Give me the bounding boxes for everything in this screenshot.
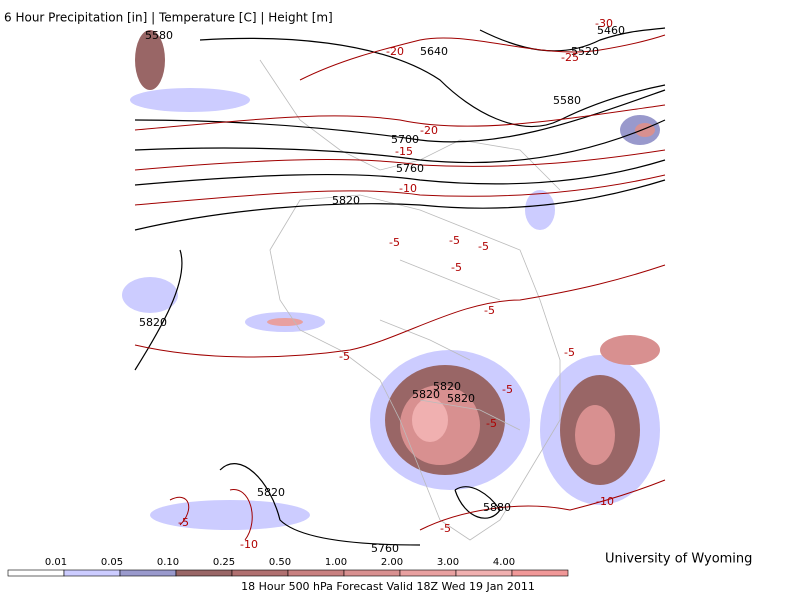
height-label: 5880 [483,501,511,514]
height-label: 5760 [396,162,424,175]
colorbar-label: 2.00 [381,557,403,568]
colorbar-label: 0.01 [45,557,67,568]
height-label: 5580 [553,94,581,107]
credit: University of Wyoming [605,552,752,567]
height-label: 5520 [571,45,599,58]
temperature-label: -5 [178,516,189,529]
colorbar-segment [231,569,289,577]
colorbar-label: 3.00 [437,557,459,568]
height-label: 5760 [371,542,399,555]
borders [259,59,561,541]
temperature-label: -15 [395,145,413,158]
temperature-contours [134,34,666,541]
temperature-label: -25 [561,51,579,64]
height-label: 5820 [433,380,461,393]
temperature-label: -5 [486,417,497,430]
height-contours [134,27,666,546]
height-label: 5580 [145,29,173,42]
temperature-label: -5 [451,261,462,274]
temperature-label: -10 [596,495,614,508]
caption: 18 Hour 500 hPa Forecast Valid 18Z Wed 1… [241,580,535,593]
height-label: 5820 [332,194,360,207]
height-label: 5820 [257,486,285,499]
colorbar-segment [455,569,513,577]
colorbar-segment [343,569,401,577]
colorbar-segment [287,569,345,577]
temperature-label: -5 [449,234,460,247]
colorbar-label: 0.05 [101,557,123,568]
colorbar-label: 0.50 [269,557,291,568]
precipitation [122,30,660,530]
temperature-label: -20 [420,124,438,137]
title: 6 Hour Precipitation [in] | Temperature … [4,11,333,25]
colorbar-label: 0.10 [157,557,179,568]
height-label: 5820 [412,388,440,401]
colorbar-segment [7,569,65,577]
height-label: 5640 [420,45,448,58]
colorbar-segment [511,569,569,577]
colorbar-label: 0.25 [213,557,235,568]
temperature-label: -5 [502,383,513,396]
temperature-label: -20 [386,45,404,58]
colorbar-segment [175,569,233,577]
colorbar-segment [63,569,121,577]
temperature-label: -5 [339,350,350,363]
map: 5580 5640 5460 5520 5580 5700 5760 5820 … [122,17,666,555]
temperature-label: -10 [399,182,417,195]
height-label: 5460 [597,24,625,37]
colorbar-segment [119,569,177,577]
temperature-label: -5 [564,346,575,359]
temperature-label: -5 [440,522,451,535]
temperature-label: -5 [389,236,400,249]
temperature-label: -30 [595,17,613,30]
colorbar-label: 4.00 [493,557,515,568]
height-label: 5700 [391,133,419,146]
colorbar-segment [399,569,457,577]
colorbar: 0.01 0.05 0.10 0.25 0.50 1.00 2.00 3.00 4.00 [7,557,569,577]
height-label: 5820 [139,316,167,329]
temperature-label: -5 [484,304,495,317]
height-label: 5820 [447,392,475,405]
temperature-label: -5 [478,240,489,253]
temperature-label: -10 [240,538,258,551]
colorbar-label: 1.00 [325,557,347,568]
